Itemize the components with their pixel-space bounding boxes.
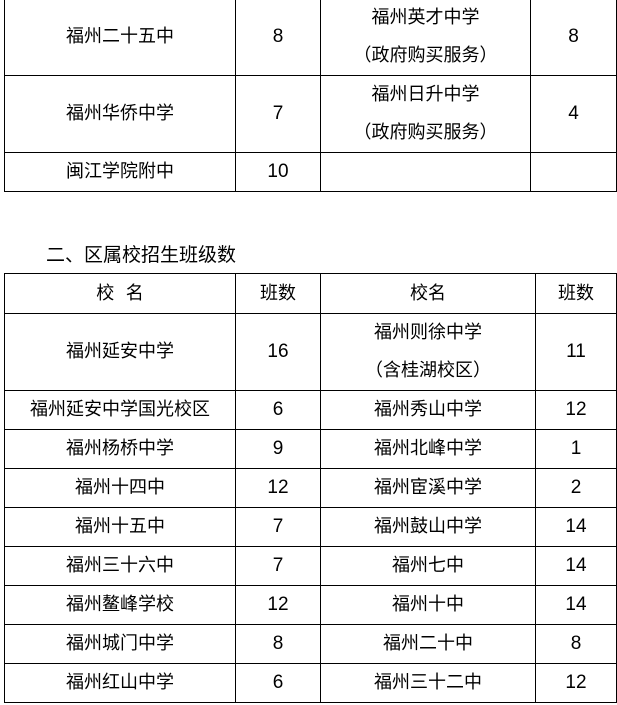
school-name: 福州北峰中学 xyxy=(320,429,536,469)
school-name: 福州杨桥中学 xyxy=(4,429,236,469)
class-count: 14 xyxy=(535,546,617,586)
class-count: 6 xyxy=(235,390,321,430)
table-row: 福州城门中学 8 福州二十中 8 xyxy=(4,624,617,664)
class-count: 12 xyxy=(535,663,617,703)
table-row: 福州延安中学 16 福州则徐中学 （含桂湖校区） 11 xyxy=(4,313,617,391)
school-name-line: （政府购买服务） xyxy=(353,122,498,143)
school-name-line: 福州日升中学 xyxy=(371,84,480,105)
class-count: 14 xyxy=(535,585,617,625)
table-row: 福州十四中 12 福州宦溪中学 2 xyxy=(4,468,617,508)
school-name: 福州华侨中学 xyxy=(4,75,236,153)
school-name-line: 福州鼓山中学 xyxy=(374,516,482,537)
school-name: 福州三十六中 xyxy=(4,546,236,586)
school-name: 福州宦溪中学 xyxy=(320,468,536,508)
header-school-name: 校名 xyxy=(320,273,536,314)
class-count: 9 xyxy=(235,429,321,469)
school-name-line: 福州秀山中学 xyxy=(374,399,482,420)
class-count: 7 xyxy=(235,75,321,153)
class-count: 6 xyxy=(235,663,321,703)
class-count: 1 xyxy=(535,429,617,469)
school-name: 福州日升中学 （政府购买服务） xyxy=(320,75,531,153)
school-name-line: 福州北峰中学 xyxy=(374,438,482,459)
class-count: 14 xyxy=(535,507,617,547)
school-name: 福州城门中学 xyxy=(4,624,236,664)
school-name: 福州三十二中 xyxy=(320,663,536,703)
table-row: 福州三十六中 7 福州七中 14 xyxy=(4,546,617,586)
school-name-line: 福州十中 xyxy=(392,594,464,615)
class-count: 11 xyxy=(535,313,617,391)
school-name-line: 福州七中 xyxy=(392,555,464,576)
school-name-line: 福州英才中学 xyxy=(371,7,480,28)
school-name: 福州七中 xyxy=(320,546,536,586)
school-name: 福州二十中 xyxy=(320,624,536,664)
school-name-line: （含桂湖校区） xyxy=(365,360,491,381)
header-school-name: 校 名 xyxy=(4,273,236,314)
class-count: 7 xyxy=(235,507,321,547)
school-name-line: 福州宦溪中学 xyxy=(374,477,482,498)
table-row: 福州延安中学国光校区 6 福州秀山中学 12 xyxy=(4,390,617,430)
class-count: 7 xyxy=(235,546,321,586)
school-name: 福州红山中学 xyxy=(4,663,236,703)
school-name-line: 福州则徐中学 xyxy=(374,322,482,343)
class-count: 8 xyxy=(535,624,617,664)
section-heading: 二、区属校招生班级数 xyxy=(46,244,237,266)
school-name: 福州十五中 xyxy=(4,507,236,547)
table-row: 福州华侨中学 7 福州日升中学 （政府购买服务） 4 xyxy=(4,75,617,153)
school-name: 福州鼓山中学 xyxy=(320,507,536,547)
school-name: 福州秀山中学 xyxy=(320,390,536,430)
school-name: 福州延安中学 xyxy=(4,313,236,391)
municipal-schools-table: 福州二十五中 8 福州英才中学 （政府购买服务） 8 福州华侨中学 7 福州日升中学 （政府购买… xyxy=(4,0,617,192)
table-row: 福州红山中学 6 福州三十二中 12 xyxy=(4,663,617,703)
table-row: 福州十五中 7 福州鼓山中学 14 xyxy=(4,507,617,547)
table-row: 福州杨桥中学 9 福州北峰中学 1 xyxy=(4,429,617,469)
table-header-row: 校 名 班数 校名 班数 xyxy=(4,273,617,314)
class-count: 8 xyxy=(530,0,617,76)
school-name: 福州鳌峰学校 xyxy=(4,585,236,625)
school-name: 福州则徐中学 （含桂湖校区） xyxy=(320,313,536,391)
header-class-count: 班数 xyxy=(235,273,321,314)
school-name-line: （政府购买服务） xyxy=(353,45,498,66)
school-name: 福州延安中学国光校区 xyxy=(4,390,236,430)
school-name xyxy=(320,152,531,192)
class-count: 2 xyxy=(535,468,617,508)
school-name: 福州十四中 xyxy=(4,468,236,508)
school-name-line: 福州三十二中 xyxy=(374,672,482,693)
school-name: 福州十中 xyxy=(320,585,536,625)
table-row: 闽江学院附中 10 xyxy=(4,152,617,192)
class-count: 10 xyxy=(235,152,321,192)
class-count: 12 xyxy=(235,468,321,508)
district-schools-table: 校 名 班数 校名 班数 福州延安中学 16 福州则徐中学 （含桂湖校区） 11 福州延安… xyxy=(4,273,617,703)
school-name-line: 福州二十中 xyxy=(383,633,473,654)
class-count: 12 xyxy=(535,390,617,430)
class-count: 4 xyxy=(530,75,617,153)
school-name: 闽江学院附中 xyxy=(4,152,236,192)
class-count: 8 xyxy=(235,0,321,76)
class-count: 16 xyxy=(235,313,321,391)
class-count xyxy=(530,152,617,192)
school-name: 福州二十五中 xyxy=(4,0,236,76)
class-count: 12 xyxy=(235,585,321,625)
table-row: 福州鳌峰学校 12 福州十中 14 xyxy=(4,585,617,625)
school-name: 福州英才中学 （政府购买服务） xyxy=(320,0,531,76)
table-row: 福州二十五中 8 福州英才中学 （政府购买服务） 8 xyxy=(4,0,617,76)
header-class-count: 班数 xyxy=(535,273,617,314)
class-count: 8 xyxy=(235,624,321,664)
